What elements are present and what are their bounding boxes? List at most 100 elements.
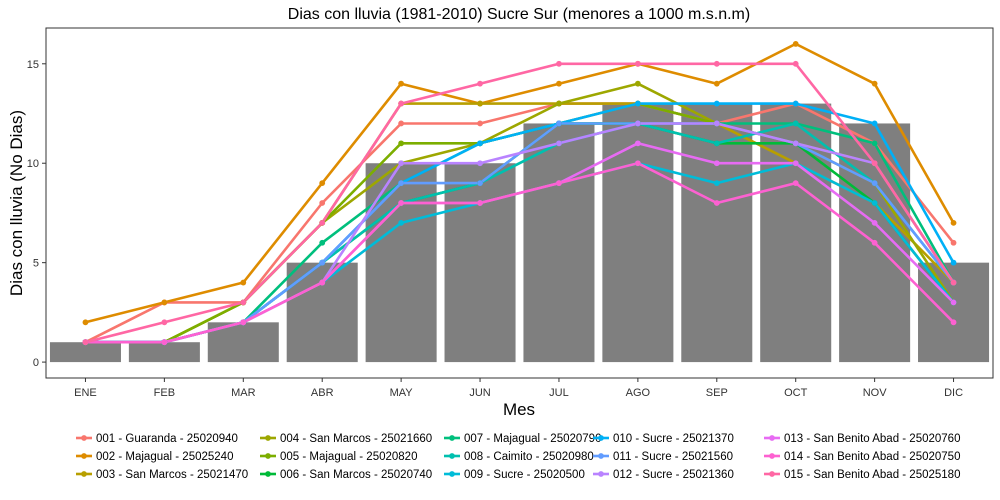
series-point-9	[871, 200, 878, 206]
series-point-14	[713, 200, 720, 206]
series-point-1	[319, 200, 326, 206]
legend-key-point	[81, 435, 87, 441]
series-point-1	[950, 239, 957, 246]
series-point-9	[398, 219, 405, 226]
series-point-10	[950, 259, 957, 266]
series-point-15	[240, 299, 247, 306]
series-point-9	[713, 180, 720, 187]
series-point-12	[398, 160, 405, 167]
y-tick-label: 0	[33, 357, 39, 369]
bar-ene	[49, 342, 121, 363]
series-point-15	[950, 279, 957, 286]
series-point-12	[556, 140, 562, 147]
series-point-14	[871, 239, 878, 246]
x-tick-label: SEP	[706, 387, 728, 399]
series-line-2	[84, 42, 955, 324]
series-point-12	[477, 160, 483, 167]
legend-label: 011 - Sucre - 25021560	[613, 451, 733, 463]
y-axis-title: Dias con lluvia (No Dias)	[7, 110, 26, 296]
series-point-12	[634, 120, 641, 127]
series-point-13	[713, 160, 720, 167]
legend-key-point	[265, 453, 271, 459]
series-point-15	[477, 80, 483, 87]
bar-abr	[286, 262, 358, 363]
series-point-15	[398, 100, 405, 107]
series-point-11	[477, 180, 483, 187]
series-point-14	[634, 160, 641, 167]
chart-title: Dias con lluvia (1981-2010) Sucre Sur (m…	[288, 6, 750, 23]
x-tick-label: NOV	[863, 387, 888, 399]
series-point-2	[950, 219, 957, 226]
legend-label: 004 - San Marcos - 25021660	[280, 433, 432, 445]
series-point-10	[871, 120, 878, 127]
legend-label: 007 - Majagual - 25020790	[464, 433, 601, 445]
legend-label: 005 - Majagual - 25020820	[280, 451, 417, 463]
bar-oct	[760, 103, 832, 363]
series-point-14	[556, 180, 562, 187]
y-tick-label: 15	[27, 59, 39, 71]
series-point-3	[477, 100, 483, 107]
x-tick-label: ENE	[74, 387, 97, 399]
series-line-15	[84, 62, 955, 344]
series-point-14	[792, 180, 799, 187]
series-point-4	[634, 80, 641, 87]
series-point-2	[319, 180, 326, 187]
legend-label: 012 - Sucre - 25021360	[613, 469, 734, 481]
x-tick-label: MAR	[231, 387, 256, 399]
legend-key-point	[449, 435, 455, 441]
series-point-7	[319, 239, 326, 246]
series-point-8	[792, 120, 799, 127]
series-point-14	[240, 319, 247, 326]
series-point-13	[634, 140, 641, 147]
legend-key-point	[81, 471, 87, 477]
x-tick-label: DIC	[944, 387, 963, 399]
series-point-1	[398, 120, 405, 127]
series-point-2	[398, 80, 405, 87]
legend-label: 008 - Caimito - 25020980	[464, 451, 594, 463]
series-point-12	[792, 140, 799, 147]
series-point-14	[161, 339, 168, 346]
bar-ago	[602, 103, 674, 363]
series-point-13	[792, 160, 799, 167]
legend-label: 009 - Sucre - 25020500	[464, 469, 585, 481]
series-point-15	[82, 339, 89, 346]
plot-panel	[45, 27, 994, 379]
series-point-2	[556, 80, 562, 87]
series-point-15	[161, 319, 168, 326]
series-point-15	[319, 219, 326, 226]
series-point-7	[871, 140, 878, 147]
bar-sep	[681, 103, 753, 363]
legend-key-point	[265, 471, 271, 477]
y-tick-label: 10	[27, 158, 39, 170]
points-layer	[82, 41, 957, 346]
bar-may	[365, 163, 437, 363]
series-point-2	[871, 80, 878, 87]
bar-jul	[523, 123, 595, 363]
legend-key-point	[598, 453, 604, 459]
legend-label: 013 - San Benito Abad - 25020760	[784, 433, 960, 445]
series-point-2	[792, 41, 799, 47]
x-tick-label: JUL	[549, 387, 569, 399]
legend: 001 - Guaranda - 25020940 002 - Majagual …	[76, 433, 960, 481]
series-point-15	[871, 160, 878, 167]
series-point-12	[713, 120, 720, 127]
legend-label: 002 - Majagual - 25025240	[96, 451, 233, 463]
series-point-14	[398, 200, 405, 206]
series-point-14	[319, 279, 326, 286]
x-tick-label: JUN	[469, 387, 490, 399]
legend-key-point	[265, 435, 271, 441]
series-point-10	[713, 100, 720, 107]
series-point-1	[477, 120, 483, 127]
x-axis-title: Mes	[503, 400, 535, 419]
x-tick-label: AGO	[626, 387, 651, 399]
series-line-1	[84, 102, 955, 344]
series-point-15	[713, 60, 720, 67]
series-point-11	[871, 180, 878, 187]
series-point-13	[871, 219, 878, 226]
series-point-2	[713, 80, 720, 87]
bar-feb	[128, 342, 200, 363]
x-axis: ENE FEB MAR ABR MAY JUN JUL AGO SEP OCT NOV DIC	[74, 378, 963, 399]
series-point-11	[398, 180, 405, 187]
y-tick-label: 5	[33, 258, 39, 270]
y-axis: 0 5 10 15	[27, 59, 46, 369]
